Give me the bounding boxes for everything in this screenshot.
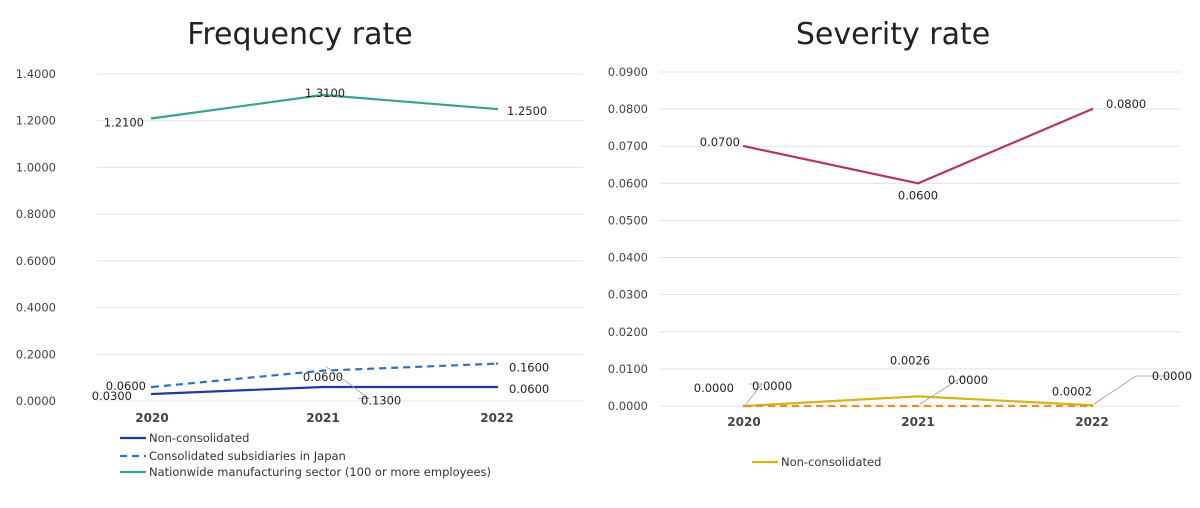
y-tick-label: 0.0700 xyxy=(608,139,648,153)
data-label: 1.3100 xyxy=(305,86,345,100)
data-label: 0.0002 xyxy=(1052,384,1092,398)
data-point xyxy=(916,395,920,398)
series-line xyxy=(151,385,497,396)
x-tick-label: 2021 xyxy=(901,415,934,429)
data-point xyxy=(495,362,499,365)
legend-label: Non-consolidated xyxy=(149,431,249,445)
data-label: 0.1600 xyxy=(509,361,549,375)
y-tick-label: 0.4000 xyxy=(16,301,56,315)
y-tick-label: 0.0500 xyxy=(608,213,648,227)
y-tick-label: 0.6000 xyxy=(16,254,56,268)
data-point xyxy=(916,404,920,408)
data-label: 1.2500 xyxy=(507,104,547,118)
data-label: 0.0000 xyxy=(752,379,792,393)
series-line xyxy=(743,395,1093,408)
label-leader-line xyxy=(919,375,965,405)
y-tick-label: 0.0100 xyxy=(608,362,648,376)
data-point xyxy=(1090,107,1094,111)
label-leader-line xyxy=(1093,375,1169,405)
y-tick-label: 0.0000 xyxy=(608,399,648,413)
data-point xyxy=(1090,404,1094,408)
data-point xyxy=(321,369,325,372)
y-tick-label: 0.8000 xyxy=(16,207,56,221)
label-leader-line xyxy=(325,366,371,400)
data-label: 0.0000 xyxy=(1152,369,1192,383)
data-label: 1.2100 xyxy=(104,115,144,129)
data-point xyxy=(150,117,154,120)
data-label: 0.0800 xyxy=(1106,97,1146,111)
legend-label: Consolidated subsidiaries in Japan xyxy=(149,449,346,463)
data-label: 0.1300 xyxy=(361,394,401,408)
legend-label: Non-consolidated xyxy=(781,455,881,469)
x-tick-label: 2022 xyxy=(480,411,513,425)
y-tick-label: 0.0900 xyxy=(608,65,648,79)
label-leader-line xyxy=(745,383,763,405)
y-tick-label: 0.0300 xyxy=(608,288,648,302)
frequency-rate-chart: Frequency rate 0.0000 0.2000 0.4000 0.6000 0… xyxy=(16,17,583,479)
y-tick-label: 0.0800 xyxy=(608,102,648,116)
y-tick-label: 0.2000 xyxy=(16,347,56,361)
data-label: 0.0000 xyxy=(694,381,734,395)
severity-chart-title: Severity rate xyxy=(796,17,990,52)
legend-label: Nationwide manufacturing sector (100 or … xyxy=(149,465,491,479)
data-label: 0.0000 xyxy=(948,373,988,387)
data-label: 0.0600 xyxy=(303,370,343,384)
severity-rate-chart: Severity rate 0.0000 0.0100 0.0200 0.0300 0.… xyxy=(608,17,1192,469)
x-tick-label: 2020 xyxy=(135,411,168,425)
data-point xyxy=(916,182,920,185)
y-tick-label: 0.0000 xyxy=(16,394,56,408)
data-point xyxy=(742,404,746,408)
x-tick-label: 2022 xyxy=(1075,415,1108,429)
data-label: 0.0600 xyxy=(106,379,146,393)
data-point xyxy=(321,93,325,97)
data-label: 0.0600 xyxy=(898,188,938,202)
x-tick-label: 2020 xyxy=(727,415,760,429)
data-point xyxy=(495,385,499,389)
y-tick-label: 1.0000 xyxy=(16,160,56,174)
data-point xyxy=(150,385,154,389)
y-tick-label: 0.0200 xyxy=(608,325,648,339)
x-tick-label: 2021 xyxy=(306,411,339,425)
data-label: 0.0700 xyxy=(700,135,740,149)
y-tick-label: 1.2000 xyxy=(16,114,56,128)
data-point xyxy=(150,392,154,396)
frequency-chart-title: Frequency rate xyxy=(187,17,412,52)
y-tick-label: 0.0400 xyxy=(608,251,648,265)
data-point xyxy=(495,107,499,111)
y-tick-label: 1.4000 xyxy=(16,67,56,81)
data-label: 0.0600 xyxy=(509,382,549,396)
data-point xyxy=(742,145,746,148)
data-label: 0.0300 xyxy=(92,389,132,403)
data-point xyxy=(321,385,325,389)
data-label: 0.0026 xyxy=(890,353,930,367)
y-tick-label: 0.0600 xyxy=(608,176,648,190)
